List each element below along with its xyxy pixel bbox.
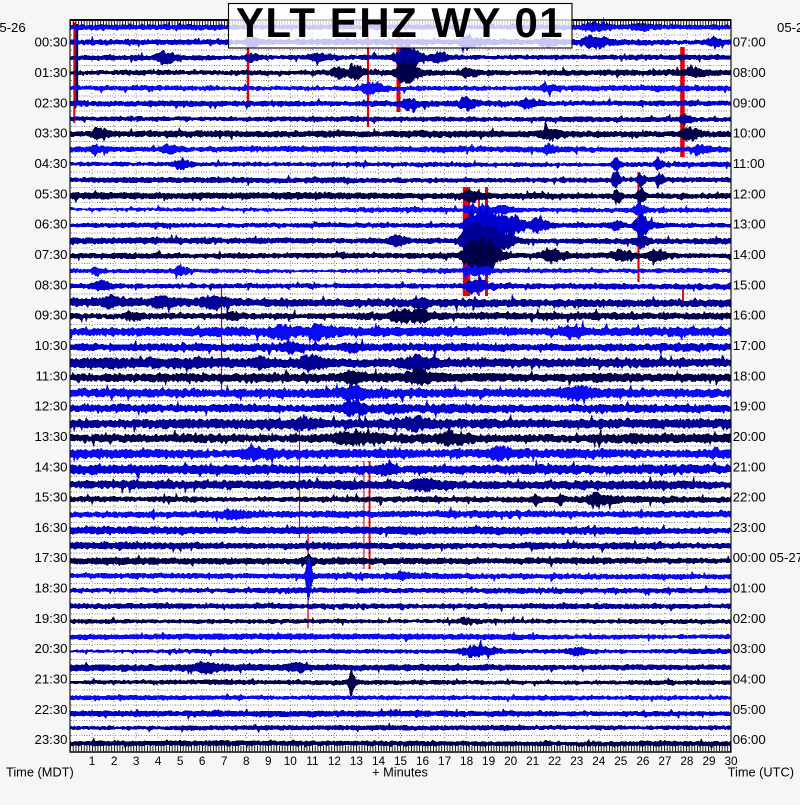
svg-text:17:30: 17:30 bbox=[34, 550, 67, 565]
svg-text:27: 27 bbox=[658, 754, 671, 768]
svg-text:+ Minutes: + Minutes bbox=[372, 764, 428, 779]
svg-text:9: 9 bbox=[265, 754, 272, 768]
svg-text:15: 15 bbox=[394, 754, 408, 768]
svg-text:24: 24 bbox=[592, 754, 606, 768]
svg-text:08:00: 08:00 bbox=[733, 65, 766, 80]
svg-text:1: 1 bbox=[89, 754, 96, 768]
svg-text:13:00: 13:00 bbox=[733, 217, 766, 232]
svg-text:5: 5 bbox=[177, 754, 184, 768]
svg-text:01:00: 01:00 bbox=[733, 581, 766, 596]
svg-text:11:00: 11:00 bbox=[733, 156, 765, 171]
svg-text:28: 28 bbox=[680, 754, 694, 768]
svg-text:Time (UTC): Time (UTC) bbox=[728, 764, 794, 779]
svg-text:05-26: 05-26 bbox=[777, 20, 800, 35]
svg-text:26: 26 bbox=[636, 754, 650, 768]
svg-text:06:30: 06:30 bbox=[34, 217, 67, 232]
svg-text:Time (MDT): Time (MDT) bbox=[6, 764, 74, 779]
svg-text:7: 7 bbox=[221, 754, 228, 768]
svg-text:16: 16 bbox=[416, 754, 430, 768]
svg-text:19:00: 19:00 bbox=[733, 399, 766, 414]
svg-text:11: 11 bbox=[306, 754, 318, 768]
svg-text:05:30: 05:30 bbox=[34, 186, 67, 201]
svg-text:02:30: 02:30 bbox=[34, 95, 67, 110]
svg-text:06:00: 06:00 bbox=[733, 732, 766, 747]
svg-text:21:00: 21:00 bbox=[733, 459, 766, 474]
svg-text:20: 20 bbox=[504, 754, 518, 768]
svg-text:16:00: 16:00 bbox=[733, 308, 766, 323]
svg-text:20:30: 20:30 bbox=[34, 641, 67, 656]
svg-text:3: 3 bbox=[133, 754, 140, 768]
svg-text:20:00: 20:00 bbox=[733, 429, 766, 444]
svg-text:08:30: 08:30 bbox=[34, 277, 67, 292]
svg-text:17: 17 bbox=[438, 754, 451, 768]
svg-text:29: 29 bbox=[702, 754, 715, 768]
svg-text:02:00: 02:00 bbox=[733, 611, 766, 626]
svg-text:15:30: 15:30 bbox=[34, 490, 67, 505]
svg-text:10:00: 10:00 bbox=[733, 126, 766, 141]
svg-text:05-26: 05-26 bbox=[0, 20, 26, 35]
svg-text:12:30: 12:30 bbox=[34, 399, 67, 414]
svg-text:00:30: 00:30 bbox=[34, 35, 67, 50]
svg-text:8: 8 bbox=[243, 754, 250, 768]
svg-text:23: 23 bbox=[570, 754, 584, 768]
svg-text:22: 22 bbox=[548, 754, 561, 768]
svg-text:21:30: 21:30 bbox=[34, 672, 67, 687]
svg-text:00:00 05-27: 00:00 05-27 bbox=[733, 550, 800, 565]
svg-text:14: 14 bbox=[372, 754, 386, 768]
svg-text:4: 4 bbox=[155, 754, 162, 768]
svg-text:21: 21 bbox=[526, 754, 539, 768]
svg-text:17:00: 17:00 bbox=[733, 338, 766, 353]
svg-text:19:30: 19:30 bbox=[34, 611, 67, 626]
svg-text:15:00: 15:00 bbox=[733, 277, 766, 292]
svg-text:14:00: 14:00 bbox=[733, 247, 766, 262]
svg-text:03:00: 03:00 bbox=[733, 641, 766, 656]
svg-text:13:30: 13:30 bbox=[34, 429, 67, 444]
svg-text:04:00: 04:00 bbox=[733, 672, 766, 687]
svg-text:18: 18 bbox=[460, 754, 474, 768]
svg-text:2: 2 bbox=[111, 754, 118, 768]
svg-text:12: 12 bbox=[328, 754, 341, 768]
svg-text:16:30: 16:30 bbox=[34, 520, 67, 535]
svg-text:23:00: 23:00 bbox=[733, 520, 766, 535]
svg-text:14:30: 14:30 bbox=[34, 459, 67, 474]
svg-text:25: 25 bbox=[614, 754, 628, 768]
svg-text:07:30: 07:30 bbox=[34, 247, 67, 262]
svg-text:6: 6 bbox=[199, 754, 206, 768]
svg-text:10:30: 10:30 bbox=[34, 338, 67, 353]
svg-text:07:00: 07:00 bbox=[733, 35, 766, 50]
svg-text:04:30: 04:30 bbox=[34, 156, 67, 171]
svg-text:22:00: 22:00 bbox=[733, 490, 766, 505]
svg-text:YLT EHZ WY 01: YLT EHZ WY 01 bbox=[236, 0, 564, 46]
svg-text:05:00: 05:00 bbox=[733, 702, 766, 717]
svg-text:18:00: 18:00 bbox=[733, 368, 766, 383]
svg-text:01:30: 01:30 bbox=[34, 65, 67, 80]
svg-text:23:30: 23:30 bbox=[34, 732, 67, 747]
svg-text:22:30: 22:30 bbox=[34, 702, 67, 717]
svg-text:11:30: 11:30 bbox=[35, 368, 67, 383]
svg-text:10: 10 bbox=[284, 754, 298, 768]
svg-text:09:30: 09:30 bbox=[34, 308, 67, 323]
svg-text:18:30: 18:30 bbox=[34, 581, 67, 596]
svg-text:13: 13 bbox=[350, 754, 364, 768]
svg-text:12:00: 12:00 bbox=[733, 186, 766, 201]
svg-text:30: 30 bbox=[724, 754, 738, 768]
svg-text:19: 19 bbox=[482, 754, 495, 768]
svg-text:03:30: 03:30 bbox=[34, 126, 67, 141]
svg-text:09:00: 09:00 bbox=[733, 95, 766, 110]
